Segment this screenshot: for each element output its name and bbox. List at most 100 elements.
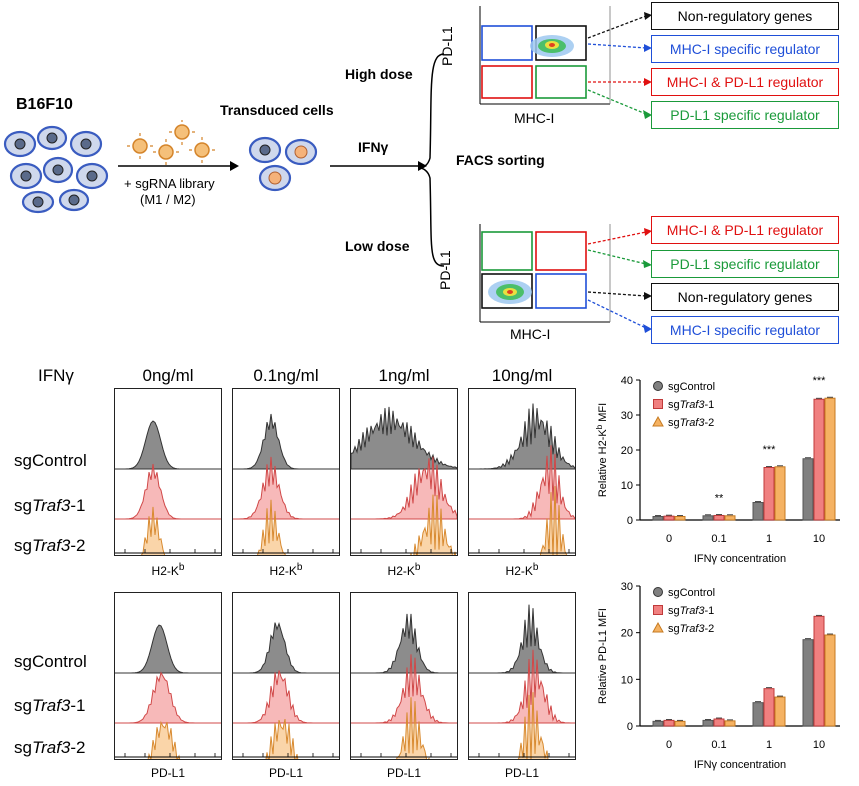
bar-0-sgTraf3-2 [674, 720, 686, 727]
histogram-peak-row-1 [351, 456, 457, 520]
hist-panel-h2kb-0-1 [232, 388, 340, 556]
y-tick-label: 10 [621, 674, 633, 686]
facs-sorting-label: FACS sorting [456, 152, 545, 168]
significance-stars: *** [763, 444, 777, 456]
histogram-peak-row-2 [396, 697, 430, 759]
low-dose-density [488, 280, 532, 304]
histogram-peak-row-0 [115, 624, 221, 674]
legend-marker-traf3-1 [653, 605, 663, 615]
xlab-h2kb-10: H2-Kb [505, 562, 539, 578]
histogram-peak-row-1 [115, 671, 221, 724]
row-label-sgcontrol-bottom: sgControl [14, 652, 87, 671]
bar-0.1-sgControl [702, 719, 714, 727]
b16f10-cells-icon [3, 125, 109, 214]
histogram-peak-row-1 [115, 463, 221, 520]
y-tick-label: 20 [621, 445, 633, 457]
high-dose-label: High dose [345, 66, 413, 82]
transduced-cells-icon [248, 136, 318, 192]
significance-stars: *** [813, 375, 827, 387]
legend-label: sgTraf3-2 [668, 623, 714, 635]
high-output-nonregulatory: Non-regulatory genes [651, 2, 839, 30]
legend-label: sgTraf3-1 [668, 399, 714, 411]
histogram-peak-row-1 [233, 456, 339, 520]
significance-stars: ** [715, 492, 724, 504]
bar-0-sgTraf3-2 [674, 516, 686, 521]
conc-0-1: 0.1ng/ml [253, 366, 319, 385]
low-plot-x-label: MHC-I [510, 326, 551, 342]
y-axis-label: Relative H2-Kb MFI [595, 403, 609, 497]
low-dose-arrows [587, 228, 652, 333]
gate-red-low [535, 231, 587, 271]
gate-green-low [481, 231, 533, 271]
histogram-peak-row-0 [233, 621, 339, 674]
legend-marker-control [653, 381, 663, 391]
histogram-peak-row-1 [469, 649, 575, 724]
histogram-peak-row-2 [517, 692, 549, 759]
high-dose-arrows [587, 12, 652, 119]
legend-marker-control [653, 587, 663, 597]
x-axis-label: IFNγ concentration [694, 553, 786, 565]
ifng-label: IFNγ [358, 139, 389, 155]
bar-0.1-sgTraf3-1 [713, 514, 725, 521]
bar-0.1-sgTraf3-1 [713, 718, 725, 727]
bar-0.1-sgControl [702, 515, 714, 521]
histogram-peak-row-0 [351, 406, 457, 470]
high-output-pdl1-specific: PD-L1 specific regulator [651, 101, 839, 129]
bar-10-sgTraf3-1 [813, 615, 825, 727]
x-tick-label: 10 [813, 739, 825, 751]
cell-line-label: B16F10 [16, 96, 73, 113]
row-label-sgtraf3-2-bottom: sgTraf3-2 [14, 738, 86, 757]
bar-1-sgControl [752, 702, 764, 727]
gate-red-high [481, 65, 533, 99]
y-axis-label: Relative PD-L1 MFI [597, 608, 609, 704]
y-tick-label: 40 [621, 375, 633, 387]
bar-10-sgControl [802, 639, 814, 727]
gate-blue-low [535, 273, 587, 309]
row-label-sgtraf3-2-top: sgTraf3-2 [14, 536, 86, 555]
low-dose-label: Low dose [345, 238, 410, 254]
x-tick-label: 1 [766, 739, 772, 751]
high-plot-x-label: MHC-I [514, 110, 555, 126]
hist-panel-h2kb-10 [468, 388, 576, 556]
x-tick-label: 10 [813, 533, 825, 545]
x-axis-label: IFNγ concentration [694, 759, 786, 771]
gate-black-low [481, 273, 533, 309]
bar-10-sgTraf3-2 [824, 634, 836, 727]
histogram-peak-row-0 [469, 604, 575, 674]
histogram-peak-row-2 [257, 499, 286, 555]
low-plot-y-label: PD-L1 [437, 250, 453, 290]
transduced-label: Transduced cells [220, 102, 334, 118]
xlab-pdl1-1: PD-L1 [386, 766, 421, 780]
histogram-peak-row-0 [115, 420, 221, 470]
bar-1-sgControl [752, 502, 764, 521]
bar-1-sgTraf3-2 [774, 466, 786, 521]
xlab-pdl1-0: PD-L1 [150, 766, 185, 780]
histogram-peak-row-0 [233, 413, 339, 470]
low-output-mhc-pdl1: MHC-I & PD-L1 regulator [651, 216, 839, 244]
pdl1-mfi-chart: 0 10 20 30 Relative PD-L1 MFI 0 0.1 1 10 IFNγ con… [597, 581, 840, 771]
low-output-mhc-specific: MHC-I specific regulator [651, 316, 839, 344]
histogram-peak-row-2 [410, 494, 456, 555]
bar-10-sgControl [802, 458, 814, 521]
low-dose-facs-plot [479, 224, 611, 323]
legend-label: sgControl [668, 587, 715, 599]
high-output-mhc-specific: MHC-I specific regulator [651, 35, 839, 63]
xlab-pdl1-0-1: PD-L1 [268, 766, 303, 780]
low-output-nonregulatory: Non-regulatory genes [651, 283, 839, 311]
xlab-h2kb-0-1: H2-Kb [269, 562, 303, 578]
library-label: + sgRNA library [124, 176, 215, 191]
ifng-arrow [330, 161, 427, 171]
high-output-mhc-pdl1: MHC-I & PD-L1 regulator [651, 68, 839, 96]
xlab-h2kb-1: H2-Kb [387, 562, 421, 578]
row-label-sgtraf3-1-top: sgTraf3-1 [14, 496, 86, 515]
conc-10: 10ng/ml [491, 366, 553, 385]
transduction-arrow [118, 161, 239, 171]
bar-0-sgTraf3-1 [663, 515, 675, 521]
y-tick-label: 0 [627, 515, 633, 527]
gate-blue-high [481, 25, 533, 61]
x-tick-label: 0 [666, 739, 672, 751]
xlab-pdl1-10: PD-L1 [504, 766, 539, 780]
high-dose-density [530, 35, 574, 57]
legend-label: sgTraf3-2 [668, 417, 714, 429]
hist-panel-pdl1-0-1 [232, 592, 340, 760]
